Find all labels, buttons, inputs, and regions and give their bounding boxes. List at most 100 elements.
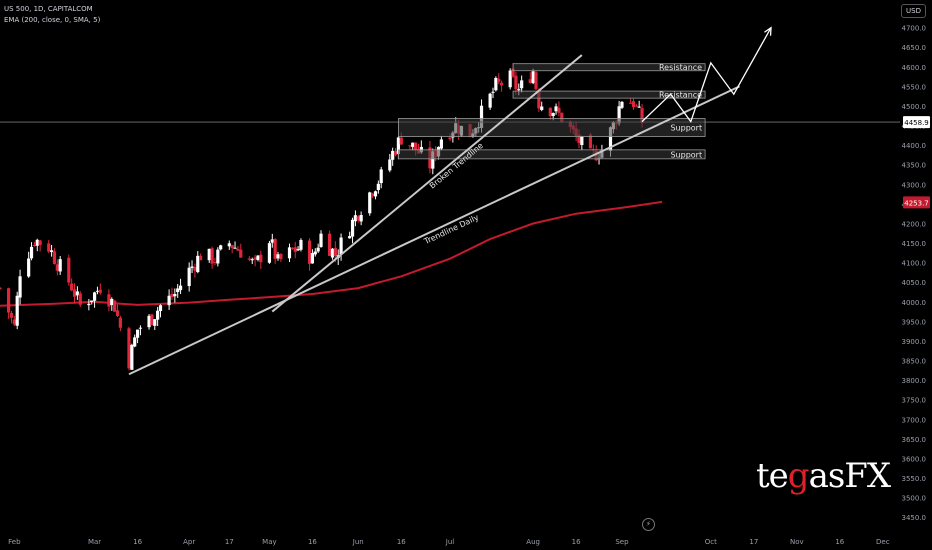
candle-body <box>528 79 532 83</box>
candle-body <box>210 248 214 264</box>
candle-body <box>511 68 515 77</box>
y-tick-label: 4600.0 <box>902 64 927 72</box>
y-tick-label: 4400.0 <box>902 142 927 150</box>
x-tick-label: Aug <box>526 538 540 546</box>
x-tick-label: Jul <box>445 538 455 546</box>
candle-body <box>173 293 177 297</box>
candle-body <box>236 248 240 251</box>
y-tick-label: 4150.0 <box>902 240 927 248</box>
zone-label: Resistance <box>659 91 702 100</box>
x-tick-label: 17 <box>225 538 234 546</box>
candle-body <box>554 106 558 112</box>
candle-body <box>617 106 621 124</box>
candle-body <box>253 257 257 260</box>
candle-body <box>499 82 504 86</box>
zone-label: Support <box>670 124 702 133</box>
candle-body <box>399 137 403 145</box>
x-tick-label: 16 <box>308 538 317 546</box>
arrow-head-icon <box>764 26 772 36</box>
candle-body <box>127 328 131 369</box>
candle-body <box>531 71 535 84</box>
candle-body <box>6 288 11 313</box>
x-tick-label: Apr <box>183 538 195 546</box>
y-tick-label: 3550.0 <box>902 475 927 483</box>
indicator-legend: EMA (200, close, 0, SMA, 5) <box>4 16 101 24</box>
candle-body <box>213 262 217 264</box>
badge-text: 4458.9 <box>904 119 929 127</box>
candle-body <box>517 89 521 91</box>
y-tick-label: 3700.0 <box>902 416 927 424</box>
broken-trendline <box>271 54 583 313</box>
candle-body <box>640 108 644 124</box>
candle-body <box>353 215 358 222</box>
candle-body <box>259 254 263 263</box>
badge-text: 4253.7 <box>904 199 929 207</box>
y-tick-label: 4100.0 <box>902 260 927 268</box>
currency-button[interactable]: USD <box>901 4 926 18</box>
candle-body <box>176 288 180 293</box>
ema-value-badge: 4253.7 <box>903 196 930 209</box>
resistance-zone: Resistance <box>512 91 706 100</box>
candle-body <box>187 267 191 287</box>
support-zone: Support <box>398 118 706 137</box>
candle-body <box>239 249 243 258</box>
candle-body <box>431 151 435 169</box>
candle-body <box>70 283 74 291</box>
candle-body <box>414 142 418 151</box>
candle-body <box>18 276 22 298</box>
candle-body <box>497 78 501 82</box>
candle-body <box>267 243 272 263</box>
candle-body <box>158 305 163 312</box>
candle-body <box>580 136 584 146</box>
candle-body <box>15 295 19 326</box>
support-zone: Support <box>398 149 706 159</box>
x-tick-label: 16 <box>397 538 406 546</box>
candle-body <box>207 248 211 261</box>
candle-body <box>12 319 16 325</box>
y-tick-label: 3850.0 <box>902 358 927 366</box>
candle-body <box>376 183 380 191</box>
candle-body <box>508 70 512 88</box>
candle-body <box>107 294 111 307</box>
y-tick-label: 4300.0 <box>902 181 927 189</box>
symbol-legend: US 500, 1D, CAPITALCOM <box>4 5 93 13</box>
candle-body <box>396 137 401 155</box>
y-tick-label: 3750.0 <box>902 397 927 405</box>
candle-body <box>115 310 120 316</box>
candle-body <box>78 293 82 305</box>
candle-body <box>193 267 197 271</box>
candle-body <box>534 72 538 89</box>
candle-body <box>55 264 59 271</box>
candle-body <box>328 233 332 256</box>
candle-body <box>0 287 2 289</box>
candle-body <box>393 150 398 155</box>
candle-body <box>32 244 36 246</box>
y-tick-label: 4050.0 <box>902 279 927 287</box>
candle-body <box>313 251 317 255</box>
candle-body <box>52 251 57 264</box>
candle-body <box>371 193 375 196</box>
trendline-daily-label: Trendline Daily <box>422 213 480 247</box>
candle-body <box>299 239 303 250</box>
candle-body <box>350 219 355 237</box>
candle-body <box>95 290 100 292</box>
zone-rect <box>512 63 706 72</box>
candle-body <box>537 90 541 109</box>
x-tick-label: 16 <box>133 538 142 546</box>
badge-bg <box>903 116 930 129</box>
y-tick-label: 4500.0 <box>902 103 927 111</box>
candle-body <box>290 247 294 249</box>
candle-body <box>348 236 352 239</box>
candle-body <box>38 240 42 245</box>
candle-body <box>147 315 151 328</box>
lightning-icon[interactable]: ⚡ <box>642 518 655 531</box>
candle-body <box>35 239 39 246</box>
candle-body <box>138 327 143 329</box>
candle-body <box>29 246 34 259</box>
x-tick-label: 17 <box>749 538 758 546</box>
candle-body <box>620 101 624 108</box>
candle-body <box>247 258 251 260</box>
y-tick-label: 3500.0 <box>902 495 927 503</box>
candle-body <box>279 254 283 260</box>
